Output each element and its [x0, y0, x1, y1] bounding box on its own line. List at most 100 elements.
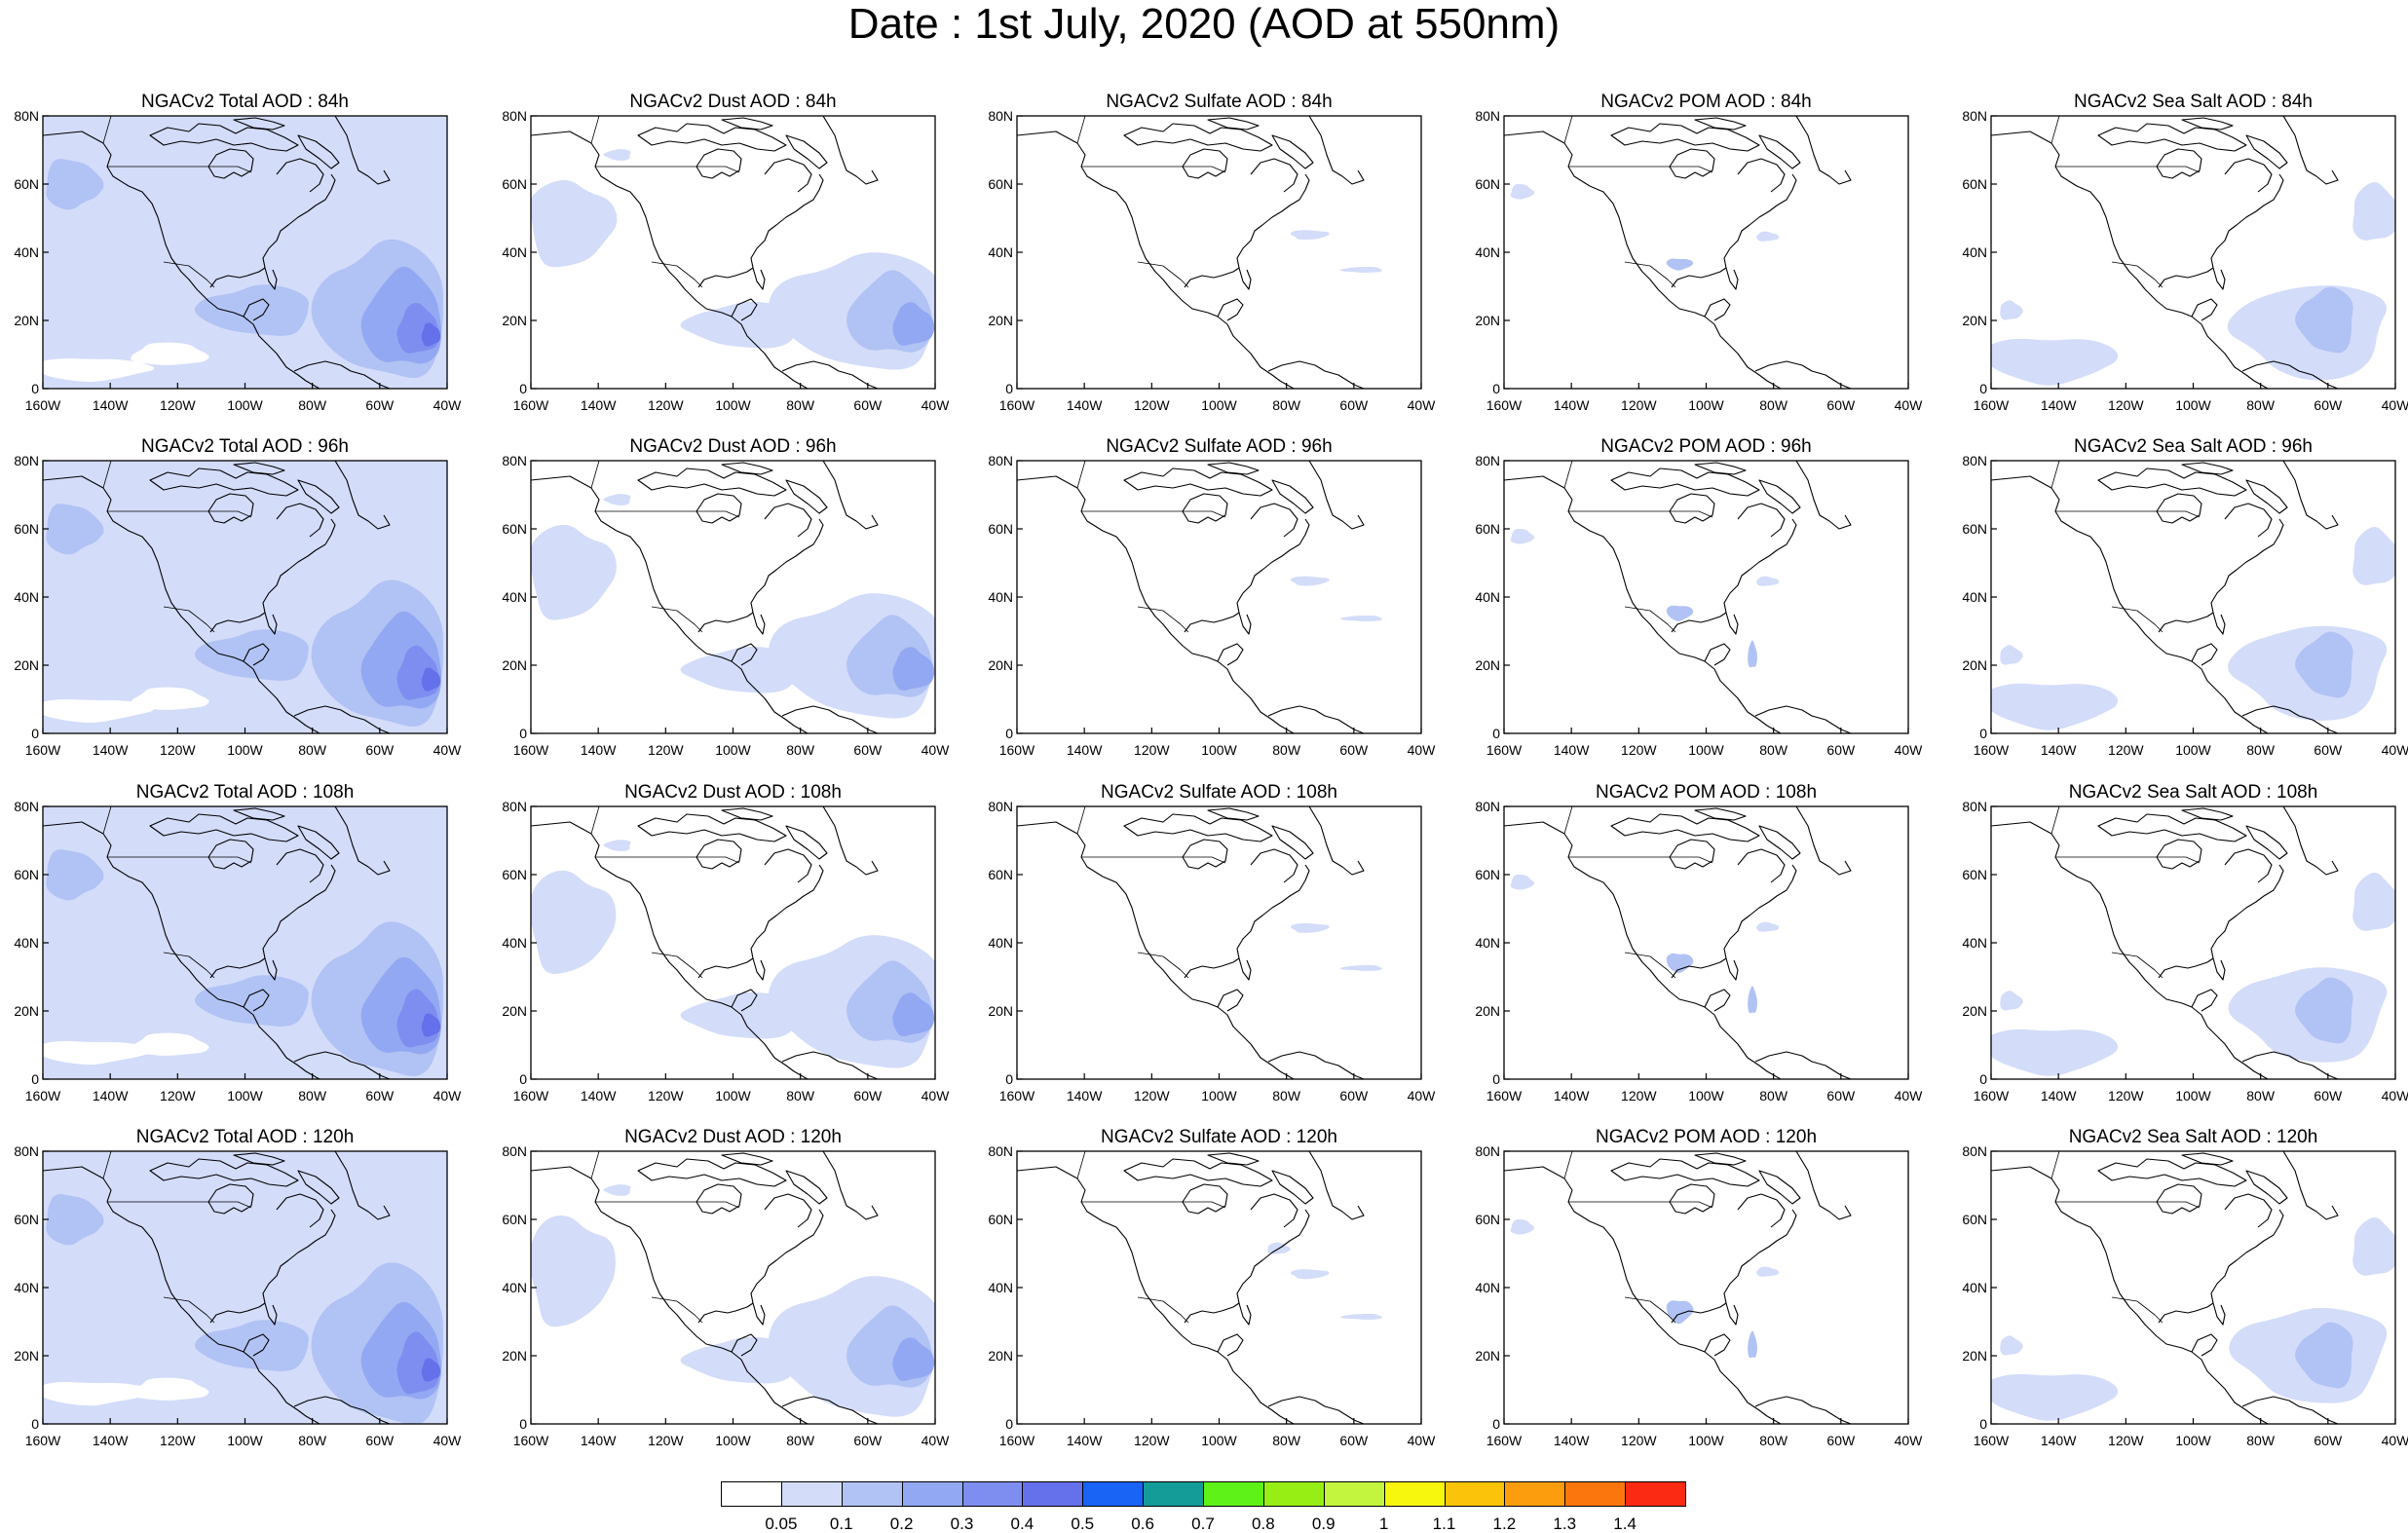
coastline	[764, 158, 812, 193]
lon-tick-label: 100W	[2175, 1433, 2211, 1448]
country-border	[163, 606, 215, 633]
coastline	[2245, 479, 2288, 514]
lon-tick-label: 40W	[2381, 742, 2408, 758]
map-panel-seasalt	[1990, 460, 2396, 734]
lon-tick-label: 120W	[648, 1088, 684, 1103]
lon-tick-label: 140W	[1553, 742, 1590, 758]
lat-tick-label: 0	[1979, 1071, 1987, 1087]
aod-shading	[2352, 527, 2395, 585]
country-border	[102, 806, 112, 835]
coastline	[822, 806, 879, 876]
lon-tick-label: 140W	[1553, 397, 1590, 413]
colorbar-label: 1.2	[1492, 1514, 1517, 1533]
lon-tick-label: 140W	[92, 742, 129, 758]
lon-tick-label: 60W	[1826, 1433, 1856, 1448]
aod-field	[1290, 230, 1383, 273]
coastline	[2158, 518, 2284, 633]
lat-tick-label: 60N	[1962, 521, 1987, 537]
coastline	[1671, 864, 1797, 979]
country-border	[595, 166, 740, 173]
coastline	[1182, 839, 1228, 870]
lon-tick-label: 60W	[2314, 1088, 2343, 1103]
lon-tick-label: 140W	[2040, 1433, 2077, 1448]
coastline	[2245, 1170, 2288, 1205]
lat-tick-label: 60N	[502, 1212, 527, 1227]
lat-tick-label: 20N	[1475, 313, 1500, 328]
lat-tick-label: 40N	[988, 935, 1013, 951]
colorbar-label: 0.6	[1131, 1514, 1154, 1533]
aod-shading	[131, 342, 209, 365]
coastline	[1504, 1166, 1782, 1424]
lon-tick-label: 100W	[1201, 397, 1237, 413]
coastline	[2241, 1396, 2339, 1424]
lon-tick-label: 120W	[2108, 1088, 2144, 1103]
lon-tick-label: 60W	[1339, 742, 1369, 758]
coastline	[1610, 123, 1760, 152]
lat-tick-label: 40N	[14, 1280, 39, 1295]
aod-shading	[1666, 258, 1694, 271]
lat-tick-label: 80N	[988, 799, 1013, 814]
country-border	[107, 856, 252, 864]
lon-tick-label: 60W	[2314, 1433, 2343, 1448]
aod-shading	[131, 1377, 209, 1401]
country-border	[2055, 510, 2201, 518]
lon-tick-label: 160W	[512, 397, 549, 413]
coastline	[2181, 117, 2234, 131]
aod-shading	[1748, 1330, 1758, 1359]
coastline	[1017, 1166, 1295, 1424]
lat-tick-label: 80N	[1475, 453, 1500, 468]
map-frame	[1016, 805, 1422, 1080]
country-border	[1568, 510, 1713, 518]
map-panel-total	[42, 1150, 448, 1425]
coastline	[2191, 298, 2218, 321]
lat-tick-label: 20N	[1475, 1003, 1500, 1019]
country-border	[1081, 1201, 1226, 1209]
lat-tick-label: 40N	[1962, 1280, 1987, 1295]
coastline	[2212, 612, 2226, 635]
country-border	[590, 1151, 600, 1179]
panel-title: NGACv2 Sulfate AOD : 108h	[1101, 782, 1337, 803]
coastline	[785, 1170, 828, 1205]
aod-shading	[531, 870, 619, 974]
lon-tick-label: 40W	[1407, 1088, 1436, 1103]
country-border	[2055, 166, 2201, 173]
aod-shading	[680, 301, 797, 349]
coastlines	[531, 1151, 879, 1424]
coastlines	[1017, 116, 1365, 389]
coastline	[43, 821, 320, 1079]
lon-tick-label: 40W	[1407, 742, 1436, 758]
lon-tick-label: 100W	[1201, 742, 1237, 758]
coastline	[1267, 360, 1365, 389]
coastline	[1182, 148, 1228, 179]
aod-shading	[1666, 605, 1694, 621]
coastline	[1123, 1158, 1273, 1187]
coastline	[2181, 1152, 2234, 1166]
coastline	[207, 1183, 254, 1215]
panel-title: NGACv2 Sea Salt AOD : 108h	[2068, 782, 2318, 803]
coastline	[2245, 134, 2288, 169]
lon-tick-label: 140W	[92, 1088, 129, 1103]
lat-tick-label: 20N	[502, 313, 527, 328]
aod-shading	[680, 646, 797, 693]
aod-shading	[2000, 991, 2024, 1011]
aod-shading	[1290, 1269, 1330, 1280]
coastline	[1207, 117, 1260, 131]
lon-tick-label: 80W	[1759, 397, 1788, 413]
colorbar-label: 0.4	[1010, 1514, 1035, 1533]
coastline	[721, 117, 773, 131]
aod-shading	[531, 524, 620, 620]
coastline	[233, 1152, 285, 1166]
panel-title: NGACv2 Dust AOD : 96h	[629, 436, 837, 457]
aod-shading	[43, 358, 159, 382]
coastline	[781, 705, 879, 733]
coastline	[637, 467, 787, 497]
coastline	[293, 360, 391, 389]
country-border	[107, 1201, 252, 1209]
coastline	[1669, 148, 1715, 179]
panel-title: NGACv2 Total AOD : 96h	[141, 436, 349, 457]
lat-tick-label: 80N	[1962, 799, 1987, 814]
lon-tick-label: 140W	[1066, 1433, 1103, 1448]
coastline	[752, 1302, 766, 1326]
lon-tick-label: 160W	[24, 1088, 61, 1103]
lat-tick-label: 0	[1005, 381, 1013, 396]
